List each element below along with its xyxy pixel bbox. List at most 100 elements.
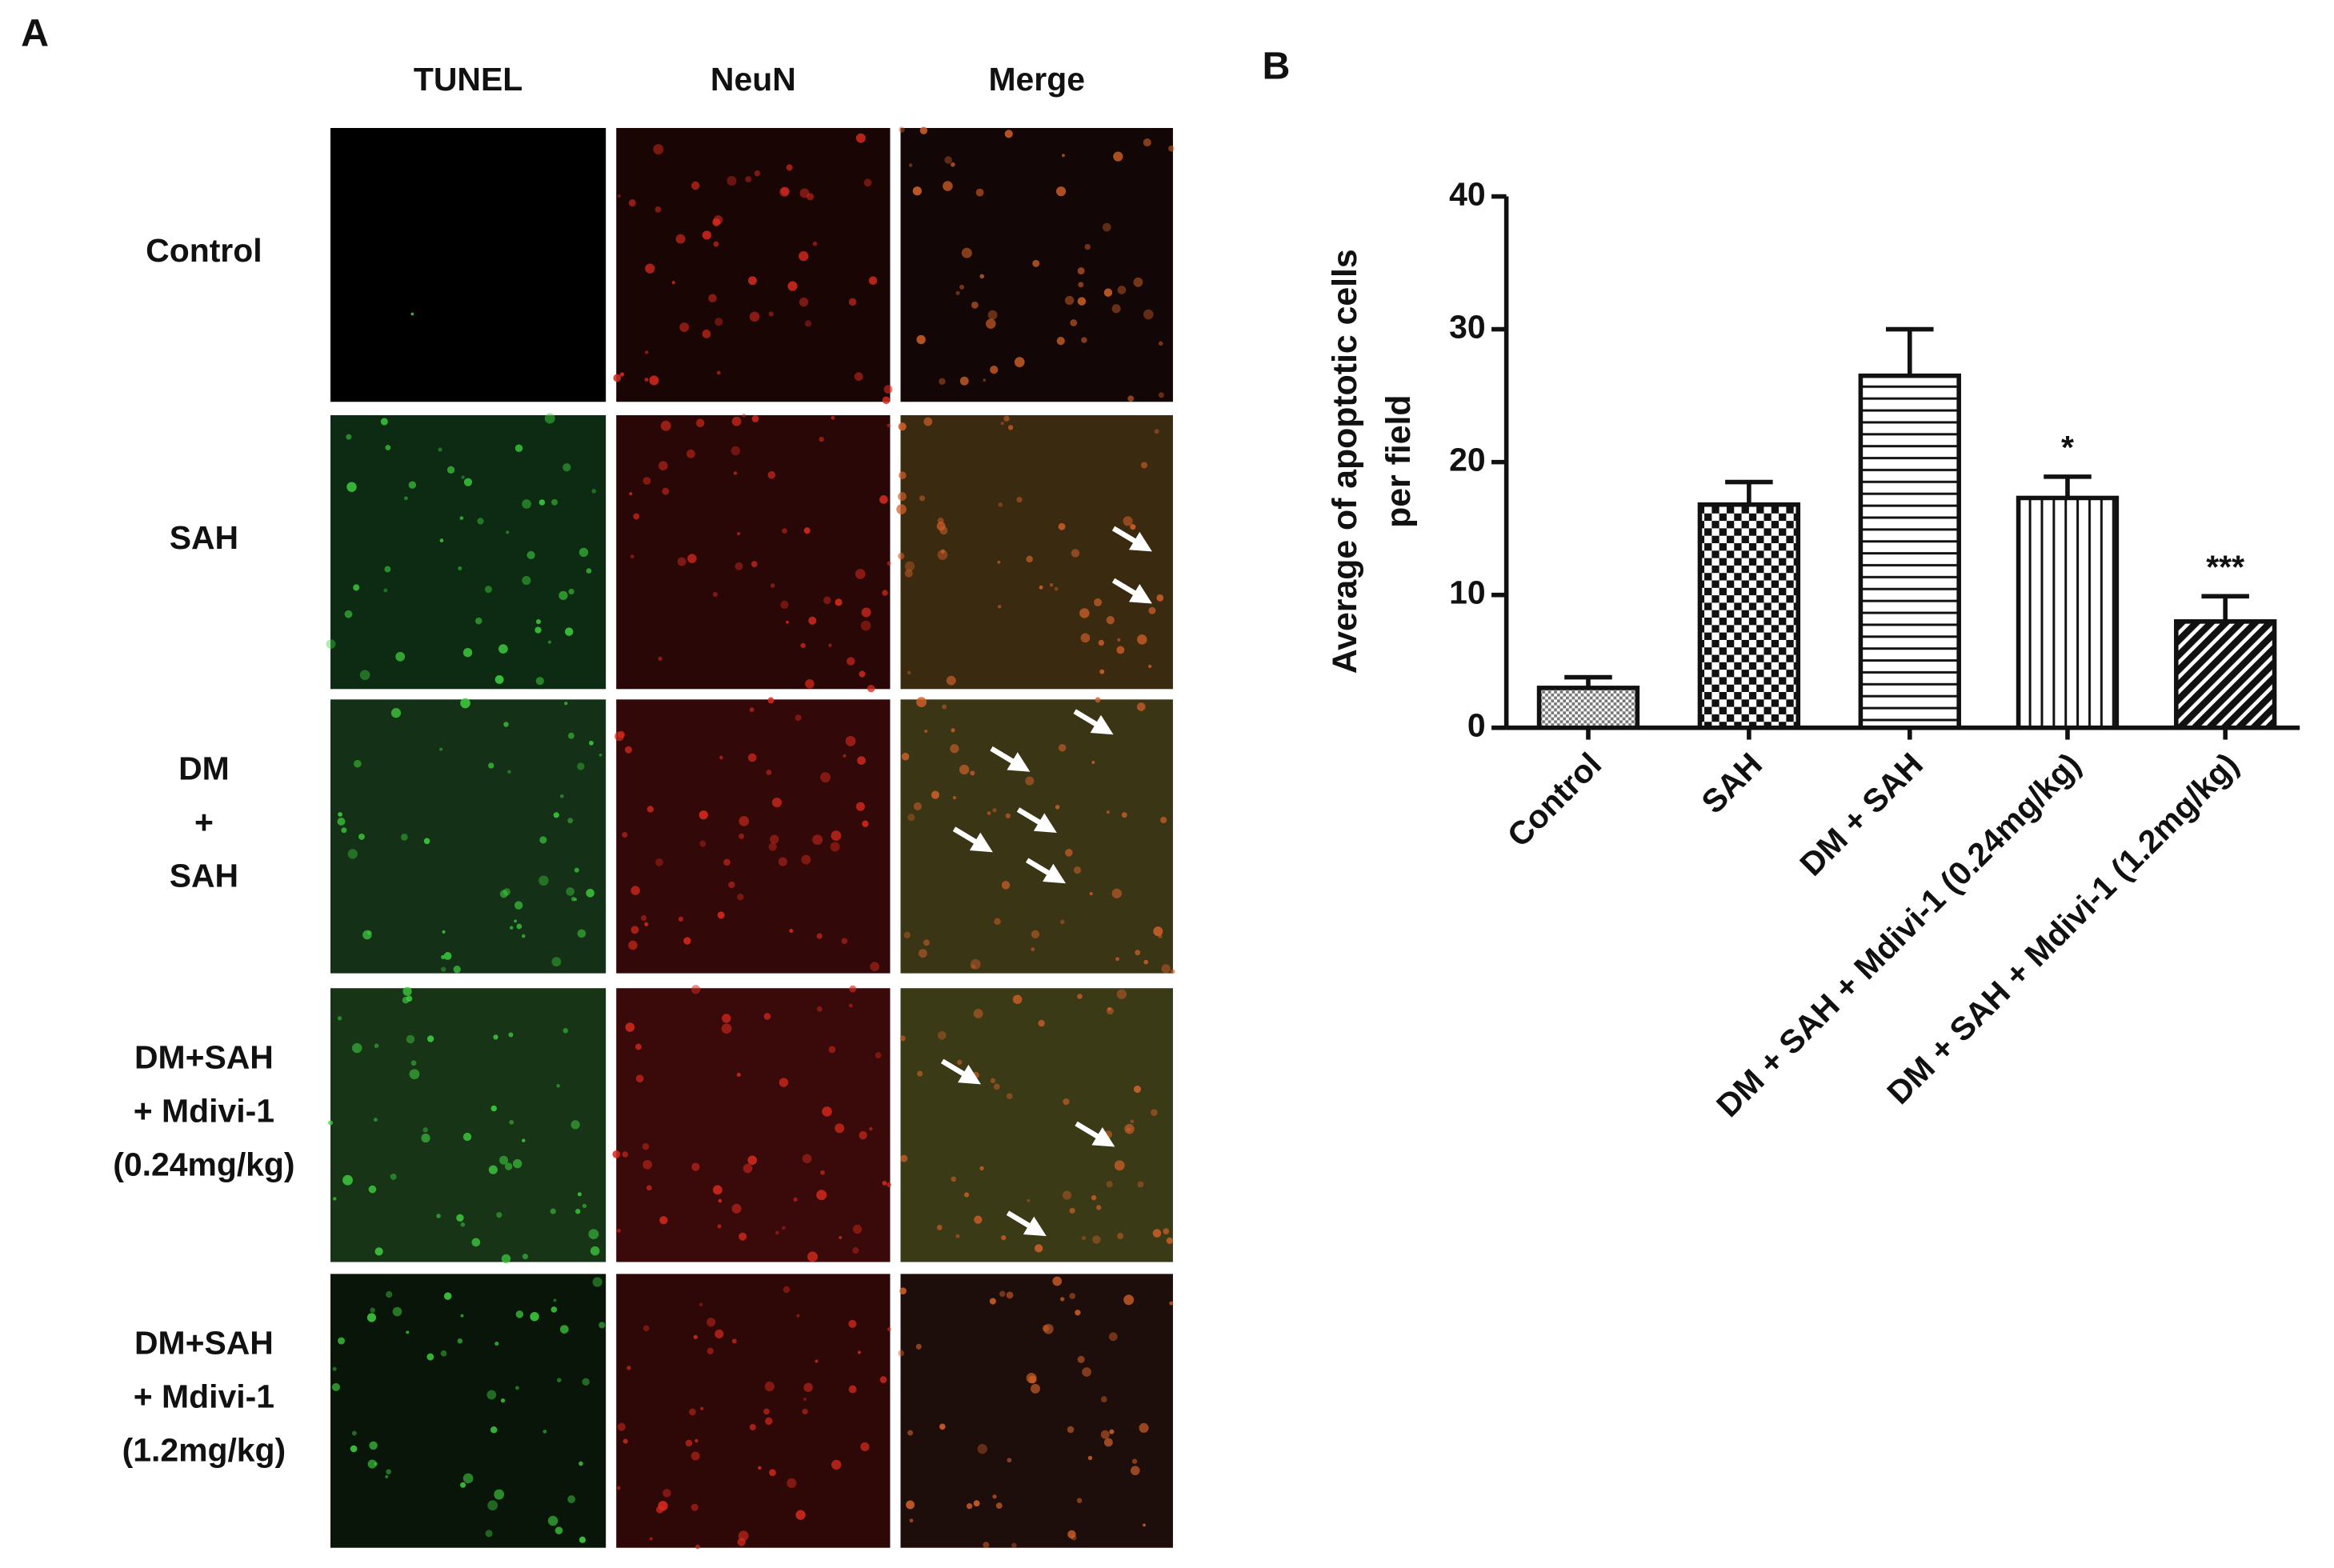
cell xyxy=(754,170,761,177)
cell xyxy=(970,770,975,776)
cell xyxy=(803,1397,807,1402)
cell xyxy=(516,923,522,930)
cell xyxy=(1130,524,1136,530)
cell xyxy=(460,1222,466,1227)
cell xyxy=(578,1536,586,1543)
cell xyxy=(574,867,579,873)
cell xyxy=(987,310,998,320)
cell xyxy=(1147,664,1152,669)
cell xyxy=(354,759,362,768)
cell xyxy=(344,610,353,618)
y-tick-label: 30 xyxy=(1449,308,1486,345)
cell xyxy=(446,466,455,474)
micrograph xyxy=(330,127,607,402)
cell xyxy=(406,1330,410,1334)
cell xyxy=(643,1159,652,1170)
row-label: (1.2mg/kg) xyxy=(122,1431,286,1468)
cell xyxy=(359,670,370,681)
cell xyxy=(1140,462,1148,469)
cell xyxy=(635,1043,642,1050)
cell xyxy=(457,1338,463,1344)
cell xyxy=(577,762,585,770)
cell xyxy=(1028,1375,1037,1384)
cell xyxy=(780,600,789,609)
cell xyxy=(917,1070,923,1077)
cell xyxy=(553,812,559,818)
cell xyxy=(859,1130,867,1140)
cell xyxy=(816,933,823,939)
cell xyxy=(547,640,551,644)
cell xyxy=(781,186,790,196)
cell xyxy=(887,561,891,566)
cell xyxy=(869,1126,873,1131)
cell xyxy=(499,890,508,898)
cell xyxy=(683,937,691,945)
cell xyxy=(959,764,970,775)
cell xyxy=(1065,849,1073,857)
cell xyxy=(983,378,987,382)
cell xyxy=(385,445,391,450)
cell xyxy=(793,1197,798,1202)
cell xyxy=(633,513,640,520)
arrow xyxy=(1073,709,1114,735)
cell xyxy=(507,770,511,774)
cell xyxy=(631,926,639,934)
cell xyxy=(577,1192,582,1197)
cell xyxy=(786,164,793,171)
cell xyxy=(550,1306,558,1313)
cell xyxy=(946,675,956,686)
cell xyxy=(582,1203,587,1209)
cell xyxy=(509,1119,514,1125)
cell xyxy=(999,1290,1006,1298)
cell xyxy=(908,163,913,167)
cell xyxy=(628,940,638,950)
cell xyxy=(712,218,721,226)
cell xyxy=(659,461,668,470)
cell xyxy=(685,1439,693,1447)
cell xyxy=(1091,1194,1097,1201)
cell xyxy=(644,378,649,382)
cell xyxy=(1034,1244,1043,1253)
cell xyxy=(1117,638,1121,642)
cell xyxy=(912,186,922,196)
cell xyxy=(855,133,866,143)
cell xyxy=(441,954,446,959)
cell xyxy=(570,1120,580,1130)
cell xyxy=(1031,947,1035,952)
cell xyxy=(812,241,818,246)
cell xyxy=(715,1329,724,1339)
x-tick-label: DM + SAH + Mdivi-1 (1.2mg/kg) xyxy=(1880,746,2245,1111)
cell xyxy=(539,836,547,844)
cell xyxy=(1151,1109,1158,1117)
cell xyxy=(857,1350,862,1354)
cell xyxy=(939,1423,946,1430)
cell xyxy=(514,444,523,453)
cell xyxy=(439,747,443,751)
cell xyxy=(1067,1426,1075,1434)
cell xyxy=(403,496,408,501)
cell xyxy=(979,274,985,279)
cell xyxy=(985,318,996,329)
cell xyxy=(1130,1466,1140,1476)
cell xyxy=(1030,1383,1040,1394)
cell xyxy=(923,939,930,946)
cell xyxy=(903,931,911,939)
cell xyxy=(426,1353,434,1361)
cell xyxy=(1126,1127,1131,1132)
cell xyxy=(1154,429,1159,434)
cell xyxy=(568,588,574,595)
cell xyxy=(943,181,953,191)
cell xyxy=(383,588,388,593)
cell xyxy=(1082,1367,1091,1377)
arrow xyxy=(1016,807,1057,834)
cell xyxy=(1143,959,1149,965)
cell xyxy=(899,126,905,133)
cell xyxy=(498,1155,509,1165)
cell xyxy=(366,930,372,935)
cell xyxy=(974,1215,983,1224)
cell xyxy=(1107,1007,1111,1011)
arrow xyxy=(1025,858,1067,884)
cell xyxy=(460,1314,464,1318)
cell xyxy=(645,263,655,274)
